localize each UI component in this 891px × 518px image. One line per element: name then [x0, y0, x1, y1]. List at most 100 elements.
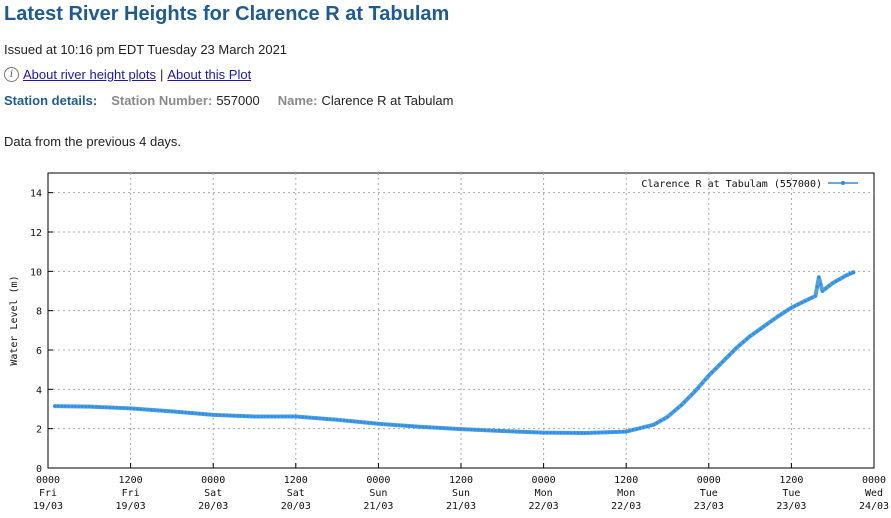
data-point	[88, 405, 91, 408]
data-point	[315, 416, 318, 420]
data-point	[573, 431, 576, 435]
x-tick-label: Mon	[617, 488, 635, 499]
data-point	[731, 350, 735, 353]
data-point	[370, 421, 373, 425]
data-point	[318, 417, 322, 420]
data-point	[215, 413, 218, 417]
data-point	[755, 330, 759, 333]
x-tick-label: 1200	[284, 475, 308, 486]
data-point	[332, 418, 336, 421]
y-tick-label: 0	[36, 464, 42, 475]
data-point	[800, 301, 803, 304]
data-point	[542, 431, 545, 434]
data-point	[177, 410, 181, 414]
link-separator: |	[159, 67, 164, 82]
data-point	[752, 332, 755, 336]
about-river-height-plots-link[interactable]: About river height plots	[23, 67, 156, 82]
data-point	[659, 419, 662, 423]
data-point	[459, 427, 463, 431]
x-tick-label: Sun	[452, 488, 470, 499]
data-point	[779, 313, 783, 316]
data-point	[476, 428, 480, 432]
data-point	[766, 322, 769, 326]
data-point	[607, 430, 611, 434]
data-point	[611, 430, 614, 434]
data-point	[532, 430, 535, 434]
help-links: i About river height plots | About this …	[4, 67, 251, 82]
y-tick-label: 12	[30, 228, 42, 239]
data-point	[156, 409, 160, 412]
station-name-label: Name:	[277, 93, 318, 108]
x-tick-label: 0000	[36, 475, 60, 486]
data-point	[328, 418, 332, 421]
y-tick-label: 4	[36, 385, 42, 396]
data-point	[263, 415, 267, 418]
data-point	[514, 430, 518, 433]
data-point	[490, 429, 494, 432]
x-tick-label: 20/03	[198, 501, 228, 512]
data-point	[394, 423, 397, 427]
data-point	[115, 406, 119, 410]
data-point	[239, 414, 242, 418]
data-point	[762, 325, 766, 328]
data-point	[205, 413, 208, 416]
data-point	[101, 405, 105, 409]
station-number-label: Station Number:	[111, 93, 213, 108]
data-point	[187, 411, 191, 415]
data-point	[242, 414, 246, 418]
y-tick-label: 2	[36, 425, 42, 436]
data-point	[225, 414, 229, 417]
data-point	[194, 412, 198, 415]
data-point	[387, 423, 391, 426]
x-tick-label: 22/03	[529, 501, 559, 512]
data-point	[624, 430, 628, 433]
data-point	[53, 404, 57, 408]
data-point	[645, 425, 649, 428]
data-point	[463, 427, 466, 431]
data-point	[301, 415, 305, 419]
y-tick-label: 6	[36, 346, 42, 357]
x-tick-label: 23/03	[694, 501, 724, 512]
x-tick-label: Mon	[535, 488, 553, 499]
x-tick-label: 0000	[862, 475, 886, 486]
data-point	[621, 430, 625, 434]
x-tick-label: 0000	[201, 475, 225, 486]
x-tick-label: 0000	[697, 475, 721, 486]
data-point	[690, 393, 693, 396]
x-tick-label: 21/03	[363, 501, 393, 512]
data-point	[163, 409, 167, 413]
data-point	[470, 428, 473, 431]
data-point	[249, 415, 253, 418]
data-point	[724, 357, 728, 360]
data-point	[129, 407, 132, 410]
data-point	[638, 426, 642, 430]
data-point	[769, 320, 773, 323]
data-point	[614, 430, 618, 434]
data-point	[507, 430, 511, 433]
data-point	[635, 427, 638, 431]
x-tick-label: 1200	[779, 475, 803, 486]
data-point	[291, 415, 294, 418]
data-point	[807, 297, 810, 301]
data-point	[666, 415, 669, 419]
legend: Clarence R at Tabulam (557000)	[641, 179, 858, 190]
data-point	[563, 431, 566, 435]
data-point	[552, 431, 556, 435]
data-point	[538, 431, 542, 434]
data-point	[748, 334, 752, 338]
data-point	[452, 427, 456, 431]
data-point	[797, 303, 800, 306]
about-this-plot-link[interactable]: About this Plot	[167, 67, 252, 82]
data-point	[569, 431, 573, 435]
data-point	[377, 422, 380, 426]
data-point	[566, 431, 569, 435]
info-icon: i	[4, 67, 19, 82]
data-point	[160, 409, 163, 412]
x-tick-label: 20/03	[281, 501, 311, 512]
data-point	[821, 289, 824, 293]
data-point	[439, 426, 442, 430]
x-axis: 0000 Fri 19/03 1200 Fri 19/03 0000 Sat 20/03 1200…	[33, 463, 889, 512]
data-point	[105, 406, 108, 409]
data-point	[704, 378, 707, 381]
data-point	[717, 363, 721, 367]
